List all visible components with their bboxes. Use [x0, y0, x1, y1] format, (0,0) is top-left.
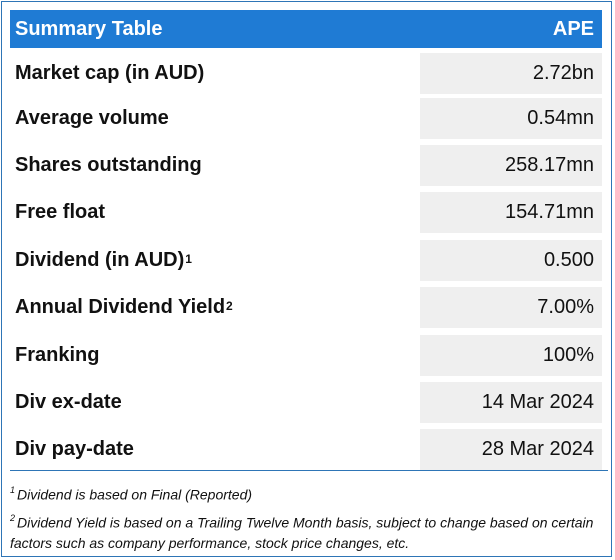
table-row: Dividend (in AUD) 1 0.500: [10, 240, 602, 281]
row-label-text: Dividend (in AUD): [15, 249, 185, 271]
row-value: 2.72bn: [420, 53, 602, 94]
row-label-text: Div pay-date: [15, 438, 134, 460]
row-label: Div pay-date: [10, 429, 416, 470]
row-label: Shares outstanding: [10, 145, 416, 186]
row-label: Free float: [10, 192, 416, 233]
table-row: Annual Dividend Yield 2 7.00%: [10, 287, 602, 328]
footnote-text: Dividend Yield is based on a Trailing Tw…: [10, 514, 594, 552]
row-value: 258.17mn: [420, 145, 602, 186]
row-value: 28 Mar 2024: [420, 429, 602, 470]
footnote-mark: 1: [10, 485, 16, 495]
row-label-text: Average volume: [15, 107, 169, 129]
ticker-symbol: APE: [552, 17, 594, 40]
table-row: Free float 154.71mn: [10, 192, 602, 233]
row-value: 0.500: [420, 240, 602, 281]
footnote-text: Dividend is based on Final (Reported): [17, 486, 253, 503]
table-row: Average volume 0.54mn: [10, 98, 602, 139]
footnote-ref-2: 2: [226, 298, 233, 313]
row-label-text: Div ex-date: [15, 391, 122, 413]
row-label-text: Market cap (in AUD): [15, 62, 205, 84]
row-label-text: Free float: [15, 201, 106, 223]
row-label-text: Annual Dividend Yield: [15, 296, 226, 318]
row-value: 154.71mn: [420, 192, 602, 233]
row-label: Average volume: [10, 98, 416, 139]
row-label: Dividend (in AUD) 1: [10, 240, 416, 281]
row-value: 100%: [420, 335, 602, 376]
table-title: Summary Table: [15, 17, 163, 40]
footnote-2: 2 Dividend Yield is based on a Trailing T…: [10, 509, 608, 555]
footnotes: 1 Dividend is based on Final (Reported) 2…: [10, 470, 608, 557]
table-row: Div ex-date 14 Mar 2024: [10, 382, 602, 423]
row-label: Franking: [10, 335, 416, 376]
table-header: Summary Table APE: [10, 10, 602, 48]
table-row: Shares outstanding 258.17mn: [10, 145, 602, 186]
row-value: 7.00%: [420, 287, 602, 328]
table-row: Franking 100%: [10, 335, 602, 376]
row-value: 14 Mar 2024: [420, 382, 602, 423]
row-label: Div ex-date: [10, 382, 416, 423]
row-value: 0.54mn: [420, 98, 602, 139]
row-label-text: Franking: [15, 344, 100, 366]
row-label: Market cap (in AUD): [10, 53, 416, 94]
table-row: Div pay-date 28 Mar 2024: [10, 429, 602, 470]
row-label: Annual Dividend Yield 2: [10, 287, 416, 328]
footnote-mark: 2: [10, 512, 16, 523]
footnote-1: 1 Dividend is based on Final (Reported): [10, 481, 608, 506]
row-label-text: Shares outstanding: [15, 154, 202, 176]
table-row: Market cap (in AUD) 2.72bn: [10, 53, 602, 94]
footnote-ref-1: 1: [185, 251, 192, 266]
